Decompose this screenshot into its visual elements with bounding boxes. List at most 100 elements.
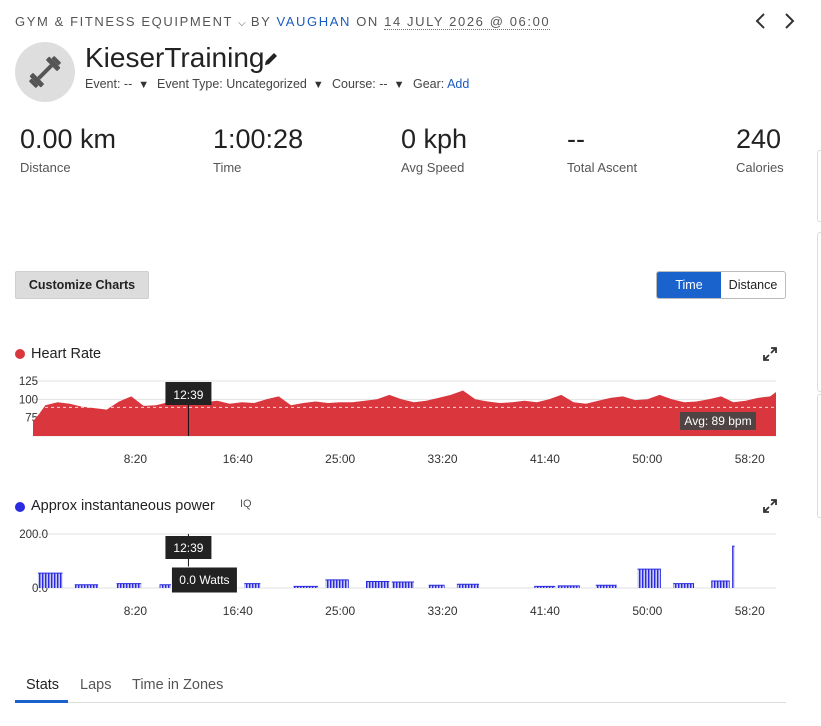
tab-stats[interactable]: Stats	[26, 677, 60, 693]
course-dropdown[interactable]: Course: -- ▼	[332, 77, 404, 91]
distance-label: Distance	[20, 160, 71, 175]
side-panel-edge	[817, 232, 821, 392]
hr-y-tick: 125	[19, 376, 38, 388]
power-bar	[711, 580, 730, 588]
iq-badge[interactable]: IQ	[240, 498, 252, 510]
gear-add-link[interactable]: Add	[447, 77, 470, 91]
caret-down-icon: ▼	[138, 79, 150, 91]
event-dropdown[interactable]: Event: -- ▼	[85, 77, 149, 91]
hr-cursor-badge	[165, 382, 212, 405]
total-ascent-label: Total Ascent	[567, 160, 638, 175]
expand-hr-chart-button[interactable]	[763, 347, 777, 366]
breadcrumb-by: BY	[250, 14, 272, 29]
hr-x-tick: 41:40	[530, 452, 560, 466]
expand-power-chart-button[interactable]	[763, 499, 777, 518]
power-x-tick: 25:00	[325, 604, 355, 618]
dumbbell-icon	[29, 56, 61, 88]
total-ascent-value: --	[567, 124, 585, 154]
hr-x-tick: 25:00	[325, 452, 355, 466]
tab-time-in-zones[interactable]: Time in Zones	[132, 677, 224, 693]
active-tab-indicator	[15, 700, 68, 703]
power-bar	[673, 583, 695, 588]
customize-charts-button[interactable]: Customize Charts	[15, 271, 149, 299]
power-bar	[244, 583, 261, 588]
calories-value: 240	[736, 124, 782, 154]
toggle-time-button[interactable]: Time	[657, 272, 721, 298]
heart-rate-legend-dot	[15, 349, 25, 359]
power-bar	[428, 585, 445, 588]
hr-x-tick: 16:40	[223, 452, 253, 466]
tabs-divider	[15, 702, 786, 703]
power-bar	[534, 586, 556, 588]
hr-y-tick: 100	[19, 394, 38, 406]
power-x-tick: 8:20	[124, 604, 148, 618]
time-value: 1:00:28	[213, 124, 304, 154]
hr-avg-badge	[680, 412, 756, 430]
power-tooltip-box	[170, 566, 238, 594]
hr-cursor-label: 12:39	[173, 388, 203, 402]
power-legend-dot	[15, 502, 25, 512]
power-bar	[37, 573, 63, 588]
pencil-icon	[265, 53, 277, 65]
activity-datetime[interactable]: 14 JULY 2026 @ 06:00	[384, 14, 551, 30]
calories-label: Calories	[736, 160, 784, 175]
power-bar	[595, 585, 617, 588]
power-bar	[116, 583, 142, 588]
caret-down-icon: ▼	[393, 79, 405, 91]
course-label: Course: --	[332, 77, 388, 91]
side-panel-edge	[817, 394, 821, 518]
avg-speed-value: 0 kph	[401, 124, 468, 154]
gear-label: Gear:	[413, 77, 445, 91]
event-type-dropdown[interactable]: Event Type: Uncategorized ▼	[157, 77, 324, 91]
hr-x-tick: 58:20	[735, 452, 765, 466]
power-bar	[637, 569, 661, 588]
power-x-tick: 16:40	[223, 604, 253, 618]
power-bar	[325, 579, 349, 588]
time-distance-toggle: Time Distance	[656, 271, 786, 299]
edit-title-button[interactable]	[262, 50, 280, 73]
hr-area	[33, 390, 776, 436]
power-x-tick: 33:20	[428, 604, 458, 618]
gear-field: Gear: Add	[413, 77, 469, 91]
breadcrumb-on: ON	[356, 14, 379, 29]
tab-laps[interactable]: Laps	[80, 677, 112, 693]
activity-type-icon	[15, 42, 75, 102]
hr-avg-label: Avg: 89 bpm	[684, 414, 751, 428]
breadcrumb: GYM & FITNESS EQUIPMENT ⌵ BY VAUGHAN ON …	[15, 14, 551, 30]
power-bar	[365, 581, 390, 588]
event-label: Event: --	[85, 77, 133, 91]
power-chart-title: Approx instantaneous power	[31, 498, 215, 514]
hr-x-tick: 33:20	[428, 452, 458, 466]
event-type-label: Event Type: Uncategorized	[157, 77, 307, 91]
power-x-tick: 50:00	[632, 604, 662, 618]
power-y-tick: 200.0	[19, 529, 48, 541]
chevron-left-icon	[755, 13, 765, 29]
power-bar	[74, 584, 99, 588]
author-link[interactable]: VAUGHAN	[276, 14, 351, 29]
toggle-distance-button[interactable]: Distance	[728, 278, 778, 292]
chevron-right-icon	[785, 13, 795, 29]
power-bar	[391, 582, 414, 588]
chevron-down-icon[interactable]: ⌵	[238, 18, 246, 29]
power-bar	[456, 584, 480, 588]
avg-speed-label: Avg Speed	[401, 160, 465, 175]
caret-down-icon: ▼	[312, 79, 324, 91]
next-activity-button[interactable]	[782, 12, 796, 34]
power-cursor-badge	[165, 536, 212, 559]
time-label: Time	[213, 160, 242, 175]
power-bar	[293, 586, 319, 588]
power-tooltip-text: 0.0 Watts	[179, 573, 229, 587]
activity-title[interactable]: KieserTraining	[85, 42, 265, 73]
power-bar	[732, 546, 735, 588]
power-cursor-label: 12:39	[173, 541, 203, 555]
power-bar	[557, 585, 580, 588]
power-x-tick: 58:20	[735, 604, 765, 618]
hr-x-tick: 8:20	[124, 452, 148, 466]
expand-icon	[763, 499, 777, 513]
previous-activity-button[interactable]	[754, 12, 768, 34]
hr-x-tick: 50:00	[632, 452, 662, 466]
breadcrumb-category[interactable]: GYM & FITNESS EQUIPMENT	[15, 14, 233, 29]
power-chart[interactable]: 200.00.08:20 16:40 25:00 33:20 41:40 50:00 58:…	[0, 522, 800, 622]
expand-icon	[763, 347, 777, 361]
